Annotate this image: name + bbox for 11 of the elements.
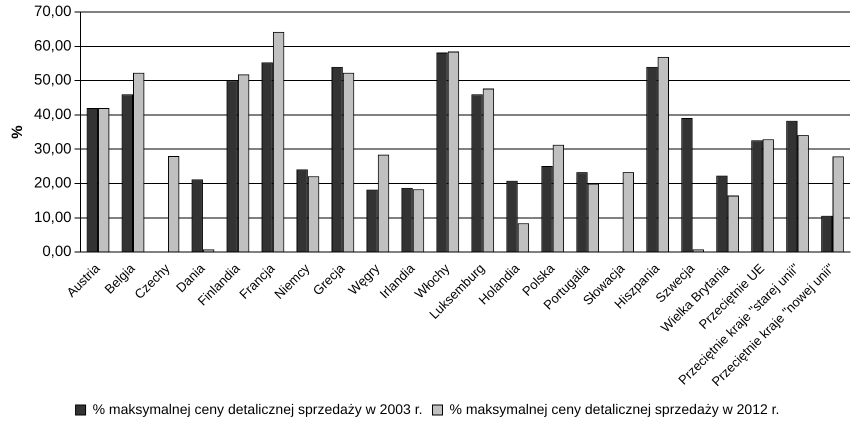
y-tick-label: 20,00 [34, 174, 72, 192]
legend-label: % maksymalnej ceny detalicznej sprzedaży w 2003 r. [92, 400, 423, 417]
y-tick-label: 70,00 [34, 3, 72, 20]
y-tick-label: 50,00 [34, 72, 72, 89]
y-tick-label: 10,00 [34, 208, 72, 226]
y-axis-title: % [9, 125, 26, 139]
y-tick-label: 30,00 [34, 140, 72, 158]
y-tick-label: 0,00 [42, 243, 72, 260]
y-tick-label: 40,00 [34, 106, 72, 124]
y-tick-label: 60,00 [34, 37, 72, 54]
legend-label: % maksymalnej ceny detalicznej sprzedaży w 2012 r. [450, 400, 780, 417]
